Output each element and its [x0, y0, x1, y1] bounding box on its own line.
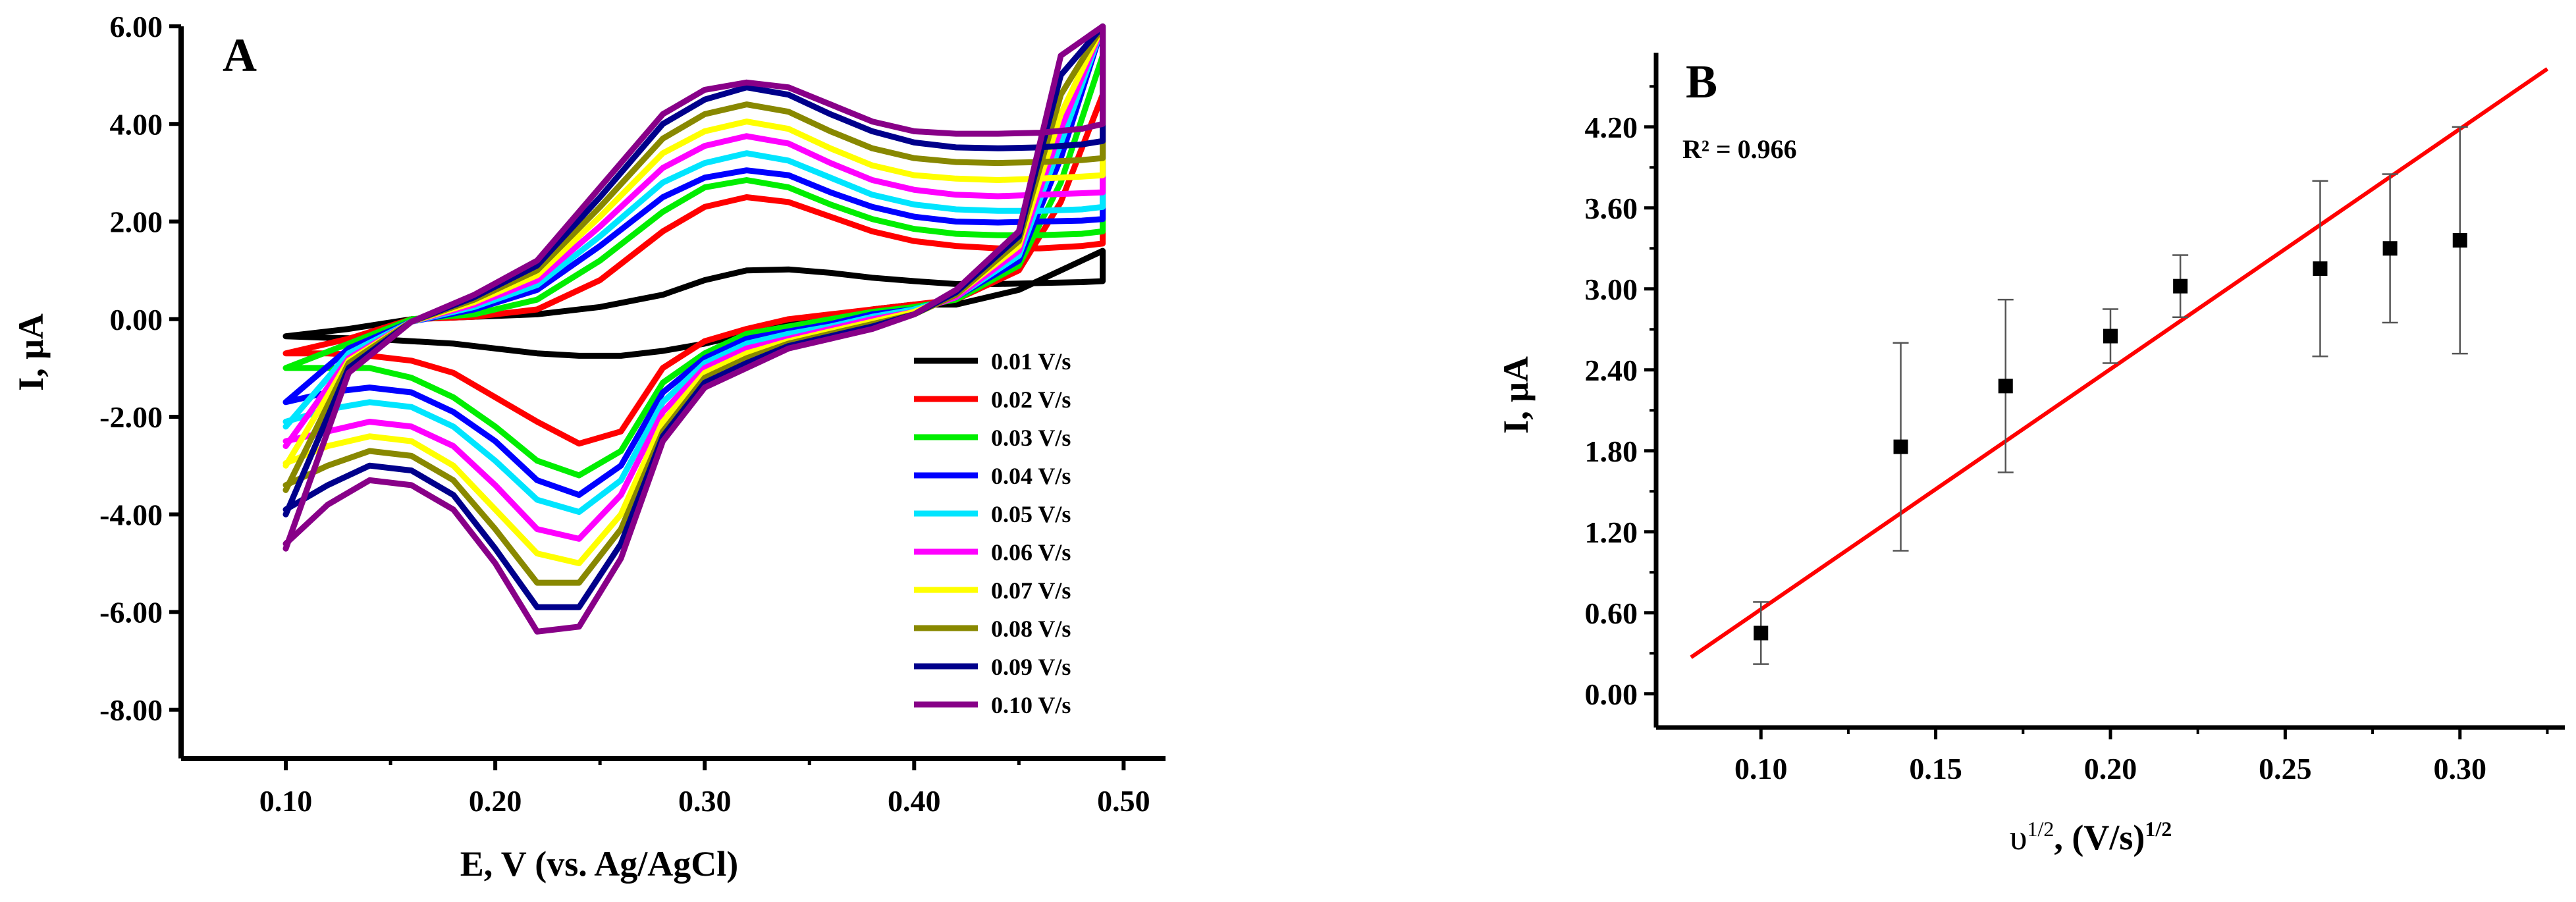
data-point: [2173, 279, 2188, 294]
legend-label-8: 0.08 V/s: [991, 616, 1071, 642]
chart-b-y-tick-label: 0.00: [1585, 677, 1638, 711]
chart-a-x-ticks: 0.10 0.20 0.30 0.40 0.50: [259, 758, 1150, 818]
data-point: [2313, 261, 2328, 276]
chart-b-y-tick-label: 3.60: [1585, 192, 1638, 225]
chart-b-y-tick-label: 1.20: [1585, 516, 1638, 549]
chart-a-y-tick-label: 0.00: [110, 303, 163, 336]
chart-b-panel-letter: B: [1686, 55, 1717, 108]
chart-a-y-tick-label: 2.00: [110, 205, 163, 239]
legend-label-1: 0.01 V/s: [991, 348, 1071, 375]
chart-b-x-title-tail-sup: 1/2: [2145, 817, 2172, 841]
legend-label-6: 0.06 V/s: [991, 539, 1071, 566]
chart-b-y-ticks: 0.00 0.60 1.20 1.80 2.40 3.00 3.60 4.20: [1585, 85, 1656, 711]
cv-curve-6: [282, 23, 1106, 542]
chart-b-r2-annotation: R² = 0.966: [1682, 134, 1797, 164]
cv-curve-10: [282, 23, 1106, 635]
legend-label-5: 0.05 V/s: [991, 501, 1071, 527]
chart-a-y-tick-label: -6.00: [99, 596, 163, 629]
chart-b-y-tick-label: 2.40: [1585, 354, 1638, 387]
data-point: [1754, 625, 1769, 641]
chart-a-y-tick-label: -4.00: [99, 498, 163, 531]
chart-a: 6.00 4.00 2.00 0.00 -2.00 -4.00 -6.00 -8.00 0.1…: [11, 10, 1166, 884]
chart-b-y-tick-label: 1.80: [1585, 435, 1638, 468]
chart-b: 0.000.601.201.802.403.003.604.20 0.10 0.1…: [1496, 53, 2565, 857]
chart-b-y-tick-label: 0.60: [1585, 597, 1638, 630]
chart-a-y-title: I, μA: [11, 313, 51, 391]
chart-a-x-tick-label: 0.30: [678, 784, 732, 818]
chart-a-y-tick-label: 4.00: [110, 107, 163, 141]
chart-a-panel-letter: A: [223, 29, 257, 82]
legend-label-10: 0.10 V/s: [991, 692, 1071, 718]
chart-a-x-tick-label: 0.20: [469, 784, 522, 818]
chart-b-x-tick-label: 0.15: [1909, 752, 1962, 785]
chart-a-x-tick-label: 0.10: [259, 784, 313, 818]
cv-curve-1: [282, 248, 1106, 359]
chart-a-y-tick-label: -2.00: [99, 400, 163, 434]
data-point: [2382, 241, 2398, 256]
data-point: [1893, 439, 1908, 454]
data-point: [1998, 379, 2013, 394]
cv-curve-9: [282, 23, 1106, 610]
chart-b-x-tick-label: 0.25: [2259, 752, 2312, 785]
legend-label-4: 0.04 V/s: [991, 463, 1071, 489]
cv-curve-3: [282, 53, 1106, 479]
chart-b-x-title: υ1/2, (V/s)1/2: [2010, 817, 2172, 857]
chart-a-y-tick-label: 6.00: [110, 10, 163, 43]
chart-a-y-tick-label: -8.00: [99, 693, 163, 727]
cv-curve-2: [282, 92, 1106, 447]
chart-b-x-title-symbol: υ: [2010, 818, 2027, 857]
legend-label-9: 0.09 V/s: [991, 654, 1071, 680]
chart-a-x-tick-label: 0.40: [888, 784, 941, 818]
legend-label-3: 0.03 V/s: [991, 425, 1071, 451]
chart-b-x-tick-label: 0.20: [2084, 752, 2137, 785]
chart-b-x-tick-label: 0.30: [2434, 752, 2487, 785]
chart-b-y-tick-label: 4.20: [1585, 111, 1638, 144]
data-point: [2103, 329, 2118, 344]
chart-b-y-tick-label: 3.00: [1585, 273, 1638, 306]
data-point: [2452, 232, 2467, 248]
chart-b-fit: [1690, 67, 2549, 659]
chart-a-x-tick-label: 0.50: [1097, 784, 1150, 818]
cv-curves: [282, 23, 1106, 635]
chart-a-legend: 0.01 V/s 0.02 V/s 0.03 V/s 0.04 V/s 0.05 V/s…: [914, 348, 1071, 718]
chart-a-y-ticks: 6.00 4.00 2.00 0.00 -2.00 -4.00 -6.00 -8.00: [99, 10, 181, 727]
chart-b-points: [1753, 126, 2468, 665]
cv-curve-8: [282, 23, 1106, 586]
legend-label-2: 0.02 V/s: [991, 386, 1071, 413]
chart-b-x-tick-label: 0.10: [1734, 752, 1788, 785]
chart-b-x-title-sup: 1/2: [2027, 817, 2054, 841]
chart-b-y-title: I, μA: [1496, 356, 1536, 434]
legend-label-7: 0.07 V/s: [991, 577, 1071, 604]
chart-b-x-ticks: 0.10 0.15 0.20 0.25 0.30: [1734, 728, 2549, 785]
chart-b-fit-line: [1690, 67, 2549, 659]
chart-a-x-title: E, V (vs. Ag/AgCl): [460, 844, 739, 884]
cv-curve-7: [282, 23, 1106, 566]
chart-b-x-title-tail: , (V/s): [2054, 818, 2145, 857]
